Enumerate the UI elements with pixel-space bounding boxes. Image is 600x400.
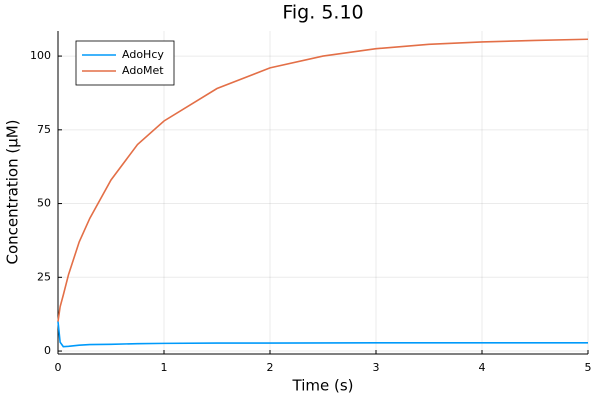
x-tick-label: 0 (55, 361, 62, 374)
y-tick-label: 75 (37, 123, 51, 136)
x-tick-label: 2 (267, 361, 274, 374)
legend-box (75, 40, 175, 86)
data-line (57, 38, 589, 322)
y-axis-label: Concentration (μM) (4, 119, 22, 264)
y-tick-label: 50 (37, 197, 51, 210)
legend-label: AdoHcy (122, 48, 164, 61)
x-tick-label: 3 (373, 361, 380, 374)
chart-title: Fig. 5.10 (282, 2, 363, 24)
legend-label: AdoMet (122, 64, 164, 77)
y-tick-label: 100 (30, 49, 51, 62)
x-axis-label: Time (s) (292, 377, 354, 395)
y-tick-label: 0 (44, 344, 51, 357)
y-tick-label: 25 (37, 270, 51, 283)
x-tick-label: 5 (585, 361, 592, 374)
x-tick-label: 4 (479, 361, 486, 374)
data-line (57, 321, 588, 348)
x-tick-label: 1 (161, 361, 168, 374)
